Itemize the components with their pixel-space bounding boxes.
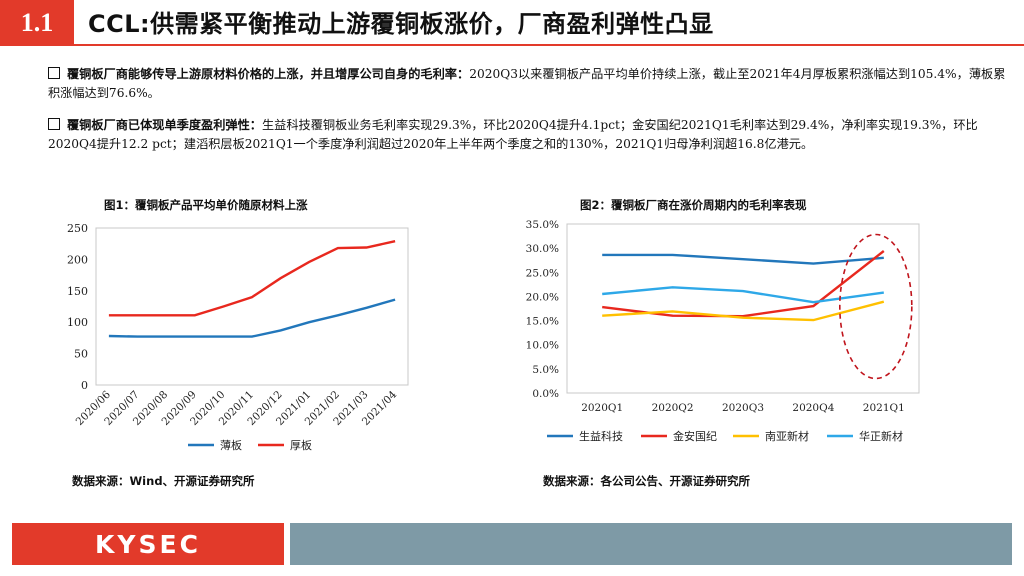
figure-1-title: 图1：覆铜板产品平均单价随原材料上涨 bbox=[104, 198, 308, 212]
chart-2-x-tick-label: 2020Q2 bbox=[652, 402, 694, 414]
chart-1-price: 0501001502002502020/062020/072020/082020… bbox=[67, 222, 409, 452]
chart-2-y-tick-label: 5.0% bbox=[532, 364, 559, 376]
bullet-point-1: 覆铜板厂商能够传导上游原材料价格的上涨，并且增厚公司自身的毛利率：2020Q3以… bbox=[48, 65, 1008, 103]
chart-1-y-tick-label: 200 bbox=[67, 253, 88, 266]
chart-2-series-line-生益科技 bbox=[602, 253, 884, 265]
chart-1-y-tick-label: 0 bbox=[81, 379, 88, 392]
chart-2-y-tick-label: 20.0% bbox=[526, 291, 559, 303]
chart-2-y-tick-label: 30.0% bbox=[526, 243, 559, 255]
checkbox-square-icon bbox=[48, 118, 60, 130]
chart-2-highlight-ellipse bbox=[838, 233, 913, 380]
chart-2-legend-label: 生益科技 bbox=[579, 429, 623, 443]
chart-1-y-tick-label: 250 bbox=[67, 222, 88, 235]
chart-2-x-tick-label: 2020Q4 bbox=[792, 402, 834, 414]
chart-2-y-tick-label: 15.0% bbox=[526, 316, 559, 328]
chart-1-legend-label: 薄板 bbox=[220, 438, 242, 452]
bullet-point-2: 覆铜板厂商已体现单季度盈利弹性：生益科技覆铜板业务毛利率实现29.3%，环比20… bbox=[48, 116, 1008, 154]
chart-1-plot-border bbox=[95, 227, 409, 386]
chart-2-x-tick-label: 2021Q1 bbox=[863, 402, 905, 414]
chart-2-y-tick-label: 10.0% bbox=[526, 340, 559, 352]
chart-2-legend-label: 金安国纪 bbox=[673, 429, 717, 443]
chart-1-y-tick-label: 100 bbox=[67, 316, 88, 329]
chart-2-x-tick-label: 2020Q1 bbox=[581, 402, 623, 414]
chart-2-y-tick-label: 35.0% bbox=[526, 219, 559, 231]
chart-2-legend-label: 南亚新材 bbox=[765, 429, 809, 443]
figure-2-title: 图2：覆铜板厂商在涨价周期内的毛利率表现 bbox=[580, 198, 807, 212]
bullet-2-body: 生益科技覆铜板业务毛利率实现29.3%，环比2020Q4提升4.1pct；金安国… bbox=[48, 118, 978, 151]
chart-1-series-line-厚板 bbox=[108, 240, 396, 317]
footer-gray-band bbox=[290, 523, 1012, 565]
chart-1-y-tick-label: 50 bbox=[74, 348, 88, 361]
chart-1-series-line-薄板 bbox=[108, 298, 396, 338]
bullet-1-body: 2020Q3以来覆铜板产品平均单价持续上涨，截止至2021年4月厚板累积涨幅达到… bbox=[48, 67, 1006, 100]
page-title: CCL:供需紧平衡推动上游覆铜板涨价，厂商盈利弹性凸显 bbox=[88, 10, 714, 38]
chart-2-x-tick-label: 2020Q3 bbox=[722, 402, 764, 414]
chart-2-series-line-华正新材 bbox=[602, 286, 884, 304]
chart-2-plot-border bbox=[566, 223, 920, 394]
chart-2-margin: 0.0% 5.0% 10.0% 15.0% 20.0% 25.0% 30.0% 35.0% 20… bbox=[526, 219, 920, 443]
chart-1-y-tick-label: 150 bbox=[67, 285, 88, 298]
footer-red-band bbox=[12, 523, 284, 565]
chart-1-legend-label: 厚板 bbox=[290, 438, 312, 452]
kysec-logo: KYSEC bbox=[95, 529, 201, 559]
figure-1-source: 数据来源：Wind、开源证券研究所 bbox=[72, 474, 255, 488]
chart-2-y-tick-label: 25.0% bbox=[526, 267, 559, 279]
title-divider bbox=[74, 44, 1024, 46]
chart-2-legend-label: 华正新材 bbox=[859, 429, 903, 443]
bullet-1-lead: 覆铜板厂商能够传导上游原材料价格的上涨，并且增厚公司自身的毛利率： bbox=[67, 67, 470, 81]
bullet-2-lead: 覆铜板厂商已体现单季度盈利弹性： bbox=[67, 118, 262, 132]
section-number: 1.1 bbox=[0, 0, 74, 46]
figure-2-source: 数据来源：各公司公告、开源证券研究所 bbox=[543, 474, 750, 488]
chart-2-series-line-南亚新材 bbox=[602, 300, 885, 322]
chart-2-y-tick-label: 0.0% bbox=[532, 388, 559, 400]
checkbox-square-icon bbox=[48, 67, 60, 79]
